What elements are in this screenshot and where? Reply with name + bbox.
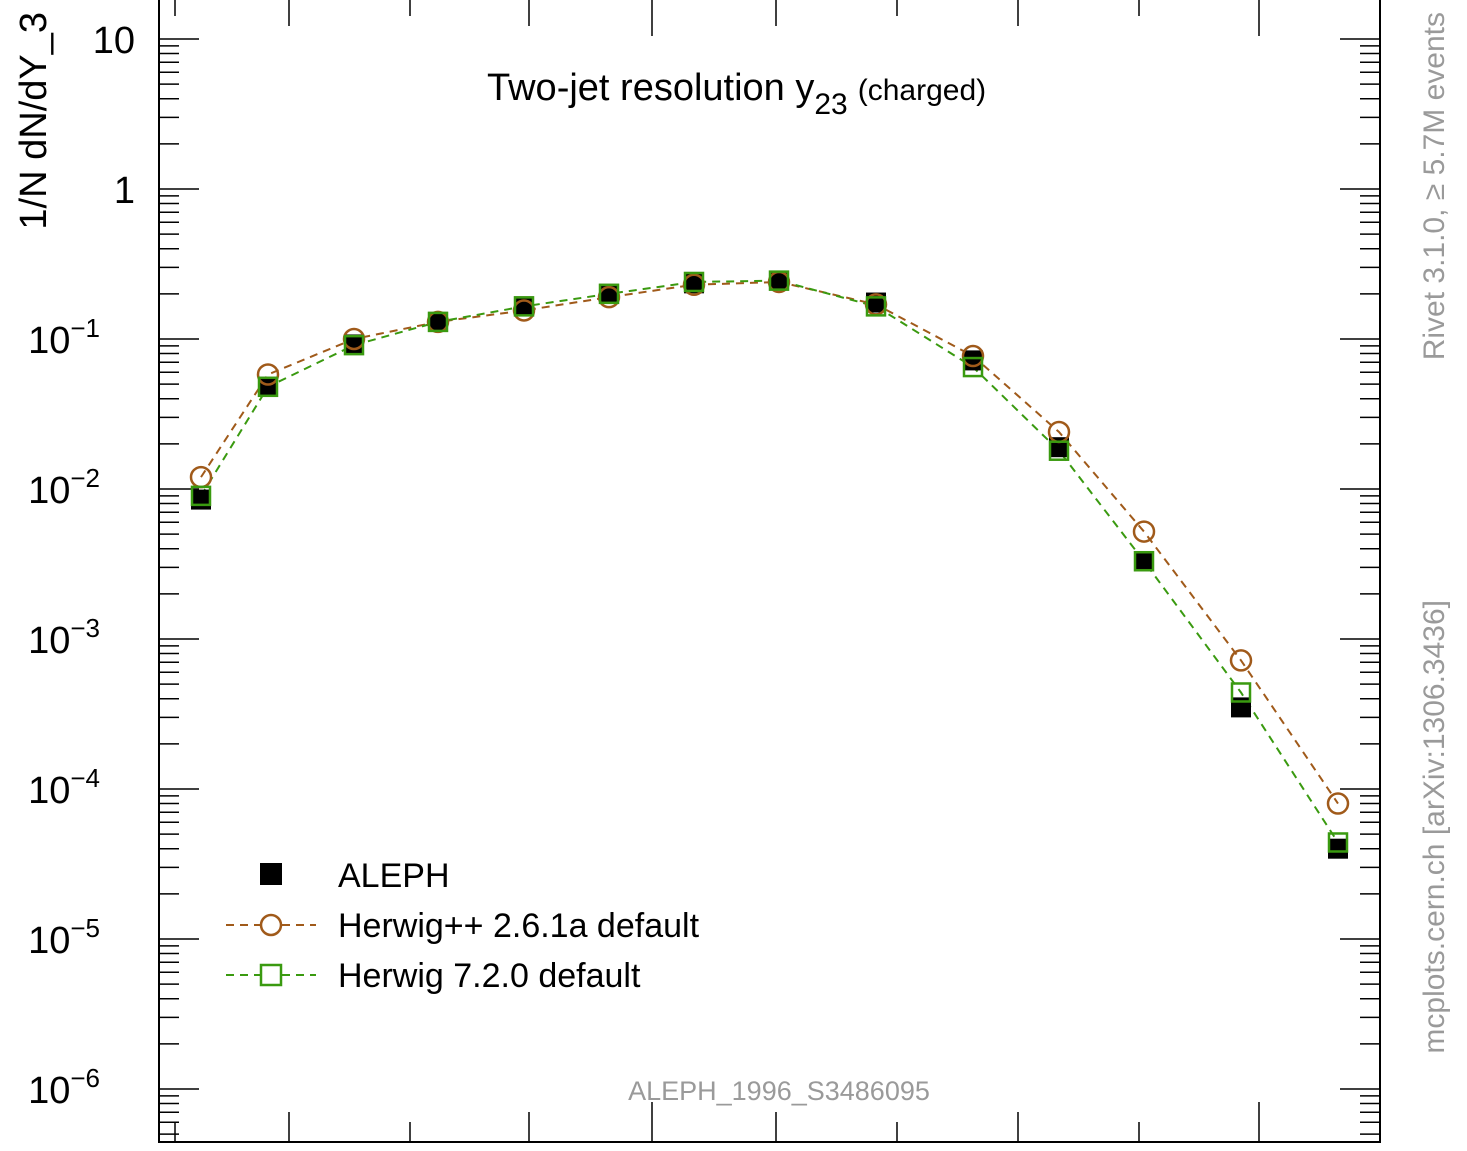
legend-marker-herwig-pp: [259, 913, 283, 937]
point-aleph: [769, 270, 789, 291]
y-tick-base: 10: [28, 620, 70, 662]
rivet-label: Rivet 3.1.0, ≥ 5.7M events: [1418, 12, 1451, 360]
point-herwig7: [962, 356, 984, 378]
point-herwig7: [1230, 682, 1252, 703]
plot-frame: [158, 0, 1381, 1143]
y-tick-exponent: −2: [70, 463, 100, 493]
point-herwig7: [598, 283, 620, 305]
point-herwig7: [683, 271, 705, 293]
legend: ALEPH Herwig++ 2.6.1a default Herwig 7.2…: [226, 857, 700, 995]
y-tick-base: 10: [93, 20, 135, 62]
point-herwig7: [865, 296, 887, 317]
point-herwig7: [1133, 550, 1155, 572]
chart-title: Two-jet resolution y23 (charged): [487, 67, 986, 121]
point-herwig-pp: [256, 363, 280, 386]
series-line-herwig-pp: [200, 280, 1339, 805]
point-herwig-pp: [961, 344, 985, 368]
y-tick-base: 10: [28, 920, 70, 962]
point-herwig7: [190, 485, 212, 507]
y-tick-exponent: −1: [70, 313, 100, 343]
point-herwig-pp: [1326, 792, 1350, 815]
y-tick-exponent: −4: [70, 763, 100, 793]
point-aleph: [963, 350, 983, 371]
y-tick-label: 10−2: [28, 463, 100, 512]
y-tick-label: 10−4: [28, 763, 100, 812]
point-aleph: [344, 334, 364, 355]
point-herwig7: [1327, 832, 1349, 853]
y-tick-label: 10−5: [28, 913, 100, 962]
legend-item-herwig7: Herwig 7.2.0 default: [226, 957, 641, 995]
legend-label-herwig7: Herwig 7.2.0 default: [338, 957, 641, 995]
y-tick-label: 10−1: [28, 313, 100, 362]
legend-marker-herwig7: [259, 963, 283, 987]
point-herwig7: [768, 270, 790, 291]
y-axis-label: 1/N dN/dY_3: [13, 12, 55, 230]
point-aleph: [1134, 551, 1154, 572]
analysis-label: ALEPH_1996_S3486095: [628, 1076, 930, 1106]
y-tick-label: 1: [114, 170, 135, 212]
series-markers: [189, 270, 1350, 859]
point-herwig7: [343, 334, 365, 356]
y-tick-label: 10: [93, 20, 135, 62]
y-tick-base: 10: [28, 470, 70, 512]
y-tick-exponent: −5: [70, 913, 100, 943]
point-herwig-pp: [1132, 520, 1156, 543]
point-herwig7: [513, 296, 535, 317]
legend-item-aleph: ALEPH: [260, 857, 450, 895]
y-tick-exponent: −6: [70, 1063, 100, 1093]
series-lines: [200, 279, 1339, 844]
point-aleph: [684, 273, 704, 294]
point-herwig7: [257, 376, 279, 398]
point-aleph: [1328, 838, 1348, 859]
legend-marker-aleph: [260, 863, 282, 885]
legend-item-herwig-pp: Herwig++ 2.6.1a default: [226, 907, 700, 945]
point-herwig7: [1048, 440, 1070, 461]
mcplots-label: mcplots.cern.ch [arXiv:1306.3436]: [1418, 600, 1451, 1054]
y-tick-base: 10: [28, 320, 70, 362]
point-aleph: [191, 489, 211, 510]
point-aleph: [428, 311, 448, 332]
axes: [158, 0, 1381, 1143]
series-line-herwig7: [200, 279, 1339, 844]
point-herwig-pp: [1229, 649, 1253, 672]
title-main: Two-jet resolution y: [487, 67, 814, 109]
y-tick-label: 10−6: [28, 1063, 100, 1112]
title-subscript: 23: [814, 88, 847, 121]
y-tick-exponent: −3: [70, 613, 100, 643]
legend-label-herwig-pp: Herwig++ 2.6.1a default: [338, 907, 700, 945]
legend-label-aleph: ALEPH: [338, 857, 450, 895]
y-tick-base: 10: [28, 1070, 70, 1112]
y-tick-label: 10−3: [28, 613, 100, 662]
y-tick-base: 1: [114, 170, 135, 212]
title-suffix: (charged): [858, 74, 986, 107]
y-tick-base: 10: [28, 770, 70, 812]
point-herwig7: [427, 311, 449, 333]
